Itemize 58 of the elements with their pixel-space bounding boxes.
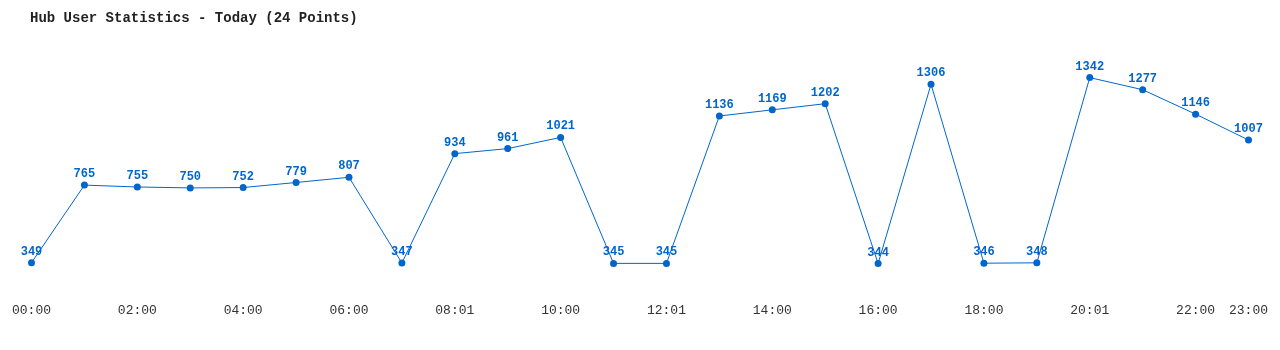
x-tick-label: 04:00 (223, 302, 263, 318)
x-tick-label: 14:00 (752, 302, 792, 318)
point (715, 112, 723, 120)
chart-title: Hub User Statistics - Today (24 Points) (30, 9, 358, 26)
x-tick-label: 00:00 (12, 302, 52, 318)
data-label: 807 (338, 159, 360, 174)
point (662, 259, 670, 267)
point (980, 259, 988, 267)
point (610, 259, 618, 267)
point (80, 181, 88, 189)
data-label: 345 (602, 245, 625, 260)
point (1139, 86, 1147, 94)
x-tick-label: 20:01 (1070, 302, 1110, 318)
x-tick-label: 16:00 (858, 302, 898, 318)
point (292, 179, 300, 187)
point (133, 183, 141, 191)
x-tick-label: 12:01 (646, 302, 687, 318)
point (239, 184, 247, 192)
x-tick-label: 02:00 (117, 302, 157, 318)
data-label: 1136 (704, 98, 734, 113)
point (821, 100, 829, 108)
data-label: 1342 (1075, 59, 1105, 74)
point (1086, 74, 1094, 82)
point (451, 150, 459, 158)
point (345, 173, 353, 181)
point (874, 260, 882, 268)
point (186, 184, 194, 192)
point (504, 145, 512, 153)
data-label: 779 (285, 164, 307, 179)
data-label: 1021 (546, 119, 576, 134)
x-tick-label: 23:00 (1228, 302, 1268, 318)
x-tick-label: 22:00 (1176, 302, 1216, 318)
point (927, 80, 935, 88)
data-label: 1169 (757, 91, 787, 106)
data-label: 1277 (1128, 71, 1158, 86)
point (1033, 259, 1041, 267)
data-label: 1306 (916, 66, 946, 81)
data-label: 750 (179, 169, 202, 184)
data-label: 1202 (810, 85, 840, 100)
point (768, 106, 776, 114)
point (557, 133, 565, 141)
x-tick-label: 06:00 (329, 302, 369, 318)
data-label: 755 (126, 169, 149, 183)
point (398, 259, 406, 267)
data-label: 934 (444, 135, 466, 150)
x-tick-label: 10:00 (541, 302, 581, 318)
x-tick-label: 18:00 (964, 302, 1004, 318)
point (1192, 110, 1200, 118)
data-label: 961 (496, 130, 519, 145)
data-label: 1007 (1234, 122, 1263, 137)
data-label: 1146 (1181, 96, 1210, 111)
data-label: 345 (655, 245, 678, 260)
point (28, 259, 35, 267)
point (1245, 136, 1252, 144)
data-label: 765 (73, 167, 96, 182)
data-label: 752 (232, 169, 254, 184)
data-label: 349 (20, 244, 43, 259)
x-tick-label: 08:01 (435, 302, 475, 318)
